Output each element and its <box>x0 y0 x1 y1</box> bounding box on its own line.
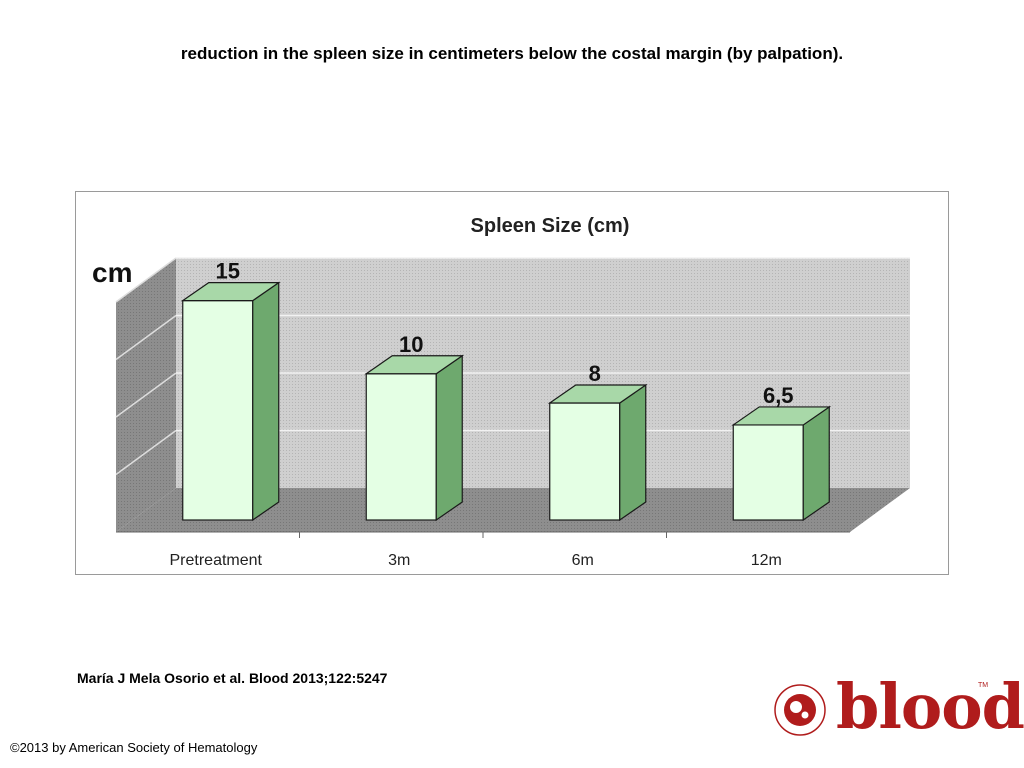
trademark-mark: TM <box>978 682 989 689</box>
copyright-notice: ©2013 by American Society of Hematology <box>10 740 258 755</box>
bar-front <box>549 402 621 521</box>
bar-side <box>252 281 280 522</box>
data-label: 8 <box>589 361 601 386</box>
gridline-side <box>115 372 177 418</box>
bar-front <box>365 373 437 521</box>
bar-12m: 6,5 <box>731 383 832 522</box>
society-seal-icon <box>774 684 826 736</box>
gridline-side <box>115 257 177 303</box>
bar-chart: 15 10 8 6,5 Pretreatment 3m 6m 12m Spleen Size… <box>92 215 910 569</box>
bar-side <box>435 354 463 522</box>
x-tick-label: 6m <box>572 552 594 569</box>
chart-title: Spleen Size (cm) <box>471 215 630 237</box>
gridlines <box>115 257 910 476</box>
data-label: 10 <box>399 332 423 357</box>
chart-frame: 15 10 8 6,5 Pretreatment 3m 6m 12m Spleen Size… <box>75 191 949 575</box>
x-axis-labels: Pretreatment 3m 6m 12m <box>170 532 782 569</box>
y-axis-label: cm <box>92 257 132 288</box>
gridline-side <box>115 429 177 476</box>
data-label: 15 <box>216 259 240 284</box>
bar-side <box>802 405 830 522</box>
bar-top <box>180 282 281 302</box>
bar-6m: 8 <box>547 361 648 522</box>
bar-front <box>732 424 804 521</box>
bar-top <box>731 406 832 426</box>
bar-top <box>364 355 465 375</box>
data-label: 6,5 <box>763 383 794 408</box>
gridline-side <box>115 314 177 361</box>
bar-pretreatment: 15 <box>180 259 281 522</box>
bar-3m: 10 <box>364 332 465 522</box>
floor <box>116 488 910 532</box>
bar-side <box>619 383 647 522</box>
bar-front <box>182 300 254 521</box>
x-tick-label: 12m <box>751 552 782 569</box>
x-tick-label: 3m <box>388 552 410 569</box>
x-tick-label: Pretreatment <box>170 552 263 569</box>
blood-logo: blood TM <box>772 670 1024 746</box>
citation: María J Mela Osorio et al. Blood 2013;12… <box>77 670 388 686</box>
bar-top <box>547 384 648 404</box>
figure-caption: reduction in the spleen size in centimet… <box>180 44 844 63</box>
blood-wordmark: blood <box>836 670 1024 743</box>
bars: 15 10 8 6,5 <box>180 259 832 522</box>
